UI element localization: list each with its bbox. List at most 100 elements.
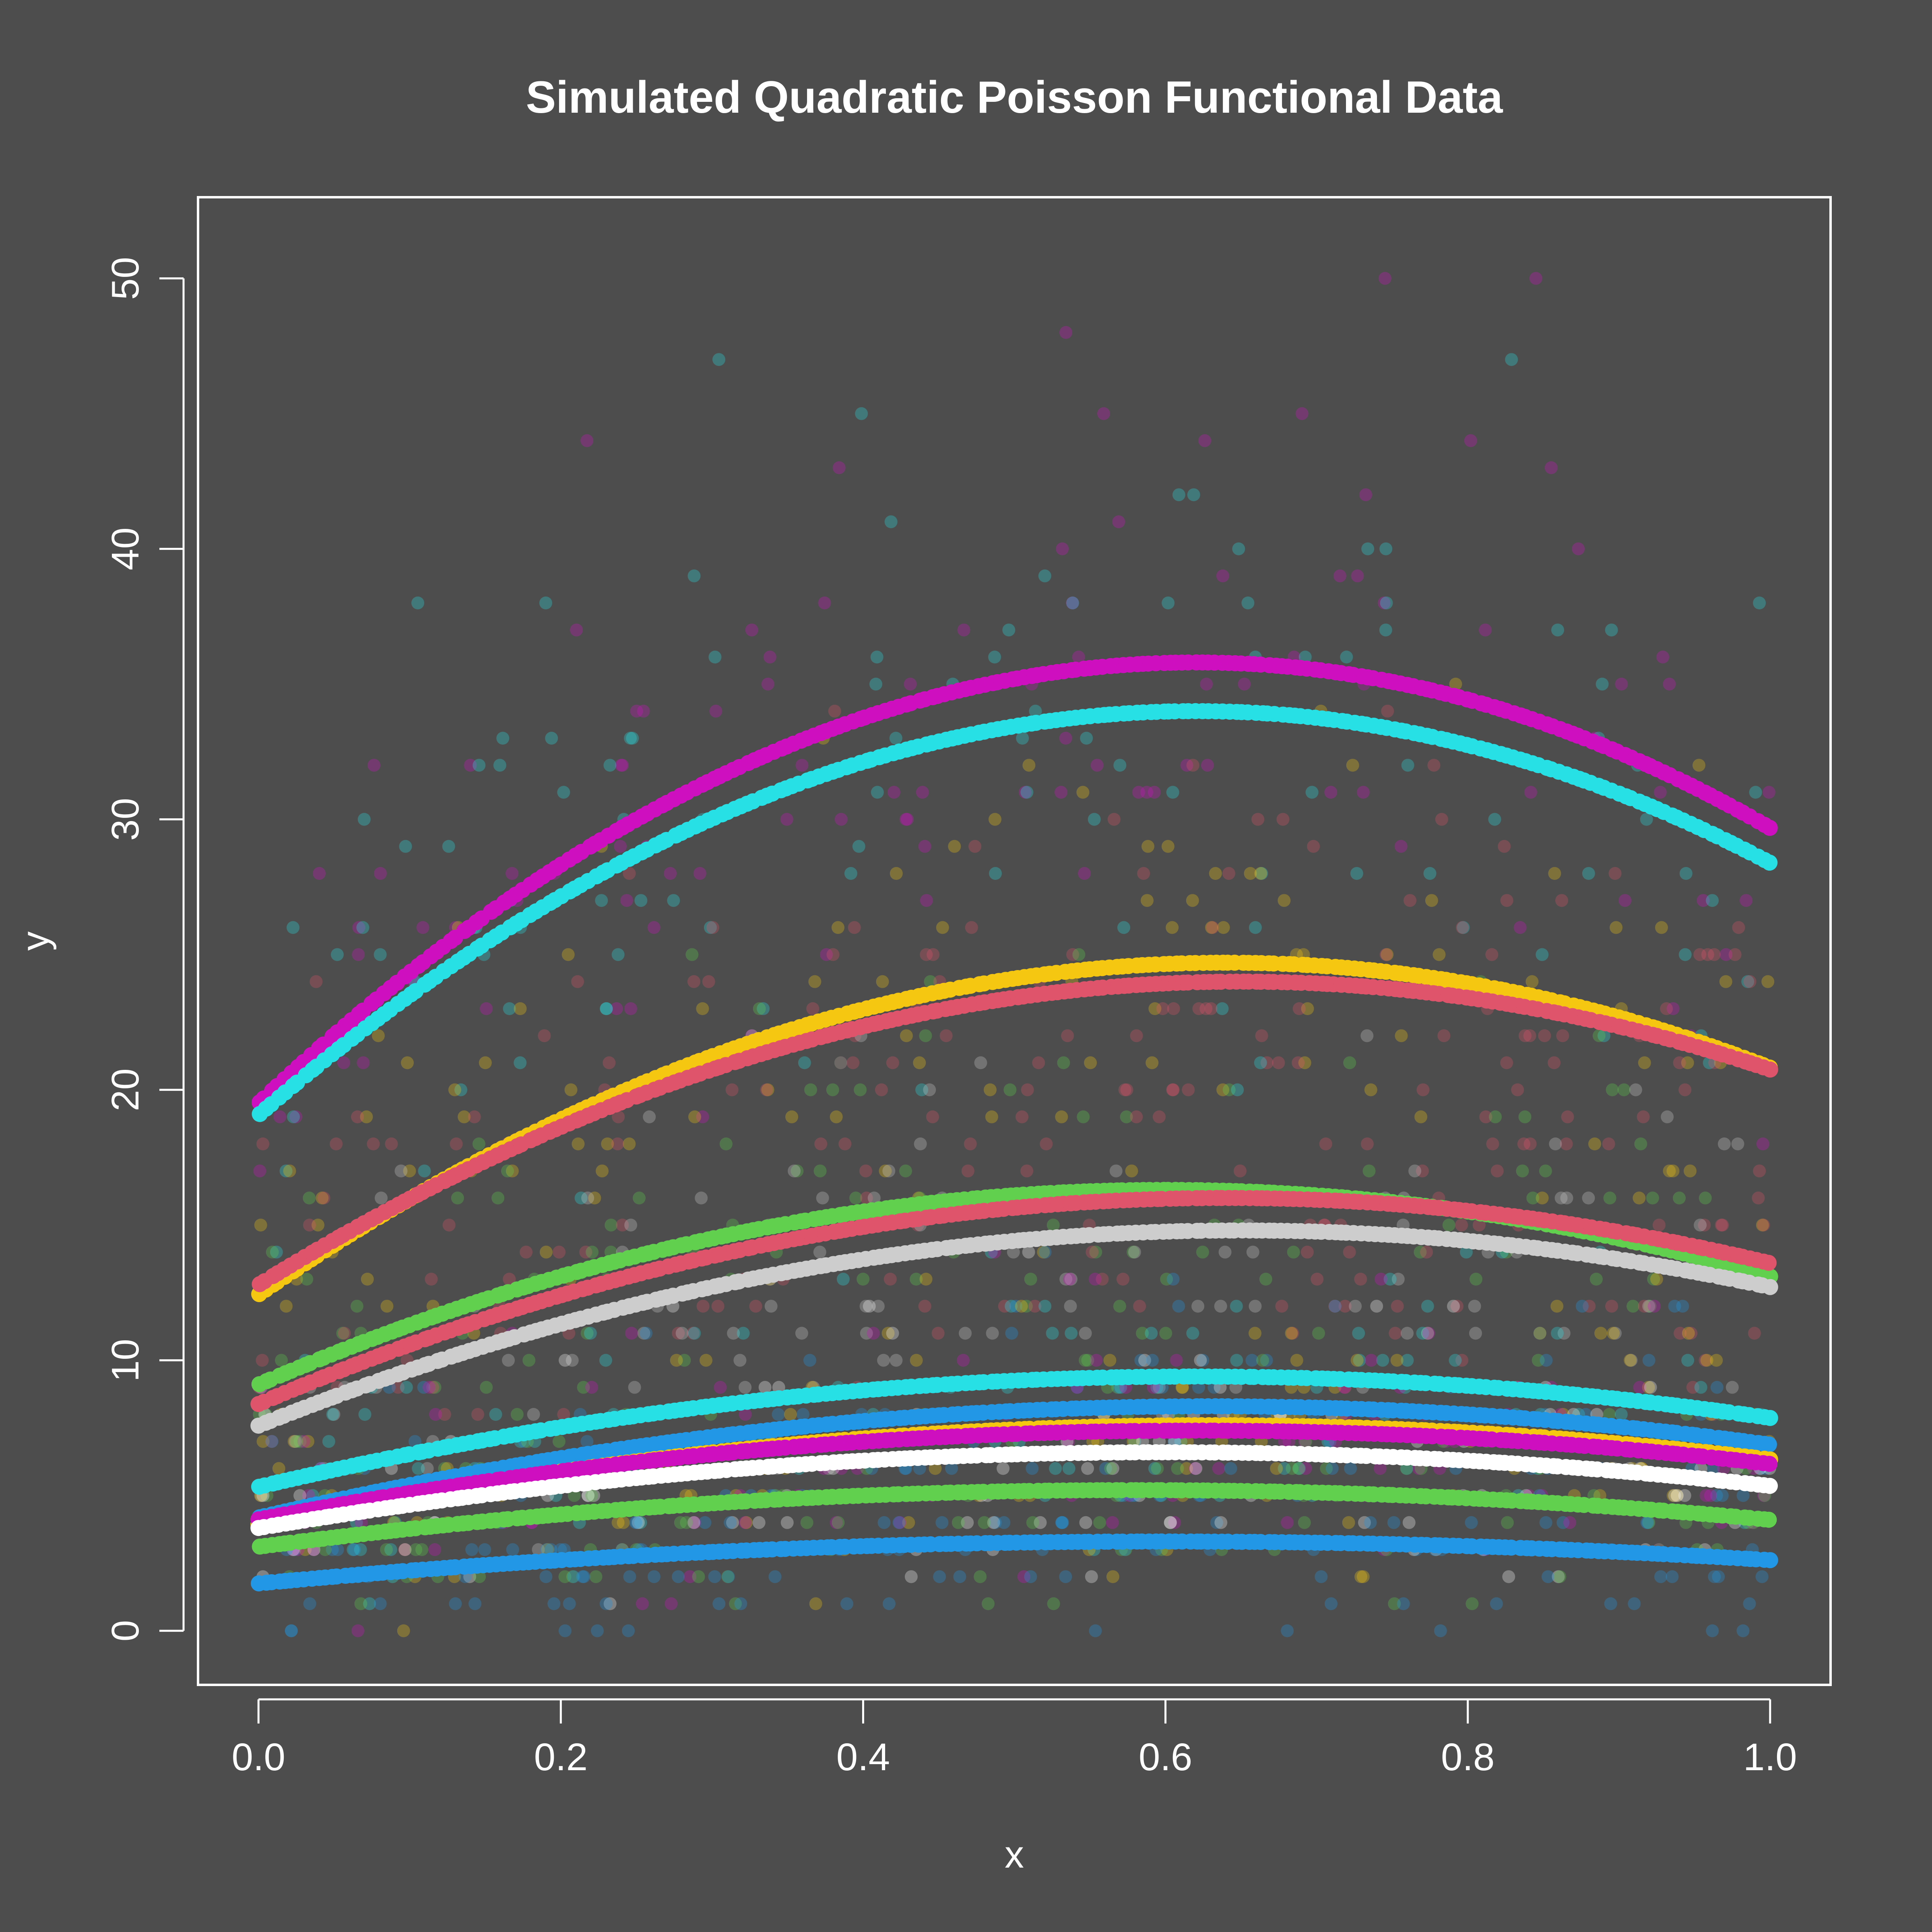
- observation-point: [1084, 1056, 1097, 1069]
- observation-point: [1350, 1354, 1364, 1367]
- observation-point: [600, 1002, 613, 1015]
- observation-point: [1364, 1083, 1377, 1096]
- observation-point: [610, 1002, 623, 1015]
- observation-point: [585, 1489, 598, 1502]
- observation-point: [522, 1354, 536, 1367]
- observation-point: [1089, 1245, 1102, 1259]
- observation-point: [553, 1245, 566, 1259]
- observation-point: [1249, 1300, 1262, 1313]
- observation-point: [293, 1435, 307, 1448]
- observation-point: [449, 1597, 462, 1610]
- observation-point: [1420, 1245, 1433, 1259]
- observation-point: [882, 1597, 896, 1610]
- observation-point: [670, 1354, 683, 1367]
- observation-point: [580, 434, 594, 447]
- observation-point: [1256, 1354, 1269, 1367]
- observation-point: [1187, 488, 1200, 502]
- x-tick-label: 0.8: [1441, 1736, 1494, 1779]
- observation-point: [1717, 1137, 1731, 1150]
- observation-point: [394, 1164, 408, 1178]
- observation-point: [882, 1164, 896, 1178]
- observation-point: [1422, 1327, 1435, 1340]
- observation-point: [1712, 1570, 1725, 1583]
- y-tick-label: 30: [104, 798, 147, 841]
- observation-point: [998, 1300, 1011, 1313]
- observation-point: [1281, 1516, 1294, 1529]
- observation-point: [706, 921, 719, 934]
- observation-point: [1146, 1354, 1159, 1367]
- observation-point: [303, 1191, 316, 1205]
- observation-point: [380, 1543, 393, 1556]
- curve-point: [1761, 855, 1778, 871]
- observation-point: [813, 1245, 826, 1259]
- observation-point: [338, 1327, 351, 1340]
- observation-point: [1133, 1300, 1146, 1313]
- observation-point: [1532, 1354, 1545, 1367]
- observation-point: [290, 1435, 303, 1448]
- observation-point: [1598, 1029, 1610, 1042]
- observation-point: [1049, 1462, 1062, 1475]
- observation-point: [1093, 1516, 1106, 1529]
- observation-point: [330, 1137, 343, 1150]
- observation-point: [1552, 1570, 1565, 1583]
- observation-point: [1663, 1164, 1676, 1178]
- observation-point: [914, 1137, 927, 1150]
- observation-point: [347, 1543, 360, 1556]
- observation-point: [1198, 434, 1212, 447]
- curve-point: [1762, 1478, 1778, 1494]
- observation-point: [763, 650, 776, 664]
- observation-point: [566, 1570, 579, 1583]
- observation-point: [1061, 1029, 1074, 1042]
- observation-point: [628, 1381, 641, 1394]
- observation-point: [451, 1191, 464, 1205]
- observation-point: [1338, 1300, 1352, 1313]
- observation-point: [599, 1597, 613, 1610]
- observation-point: [758, 1381, 772, 1394]
- observation-point: [1059, 1273, 1073, 1286]
- observation-point: [1646, 1191, 1659, 1205]
- observation-point: [574, 1191, 588, 1205]
- observation-point: [700, 1354, 712, 1367]
- observation-point: [289, 1435, 302, 1448]
- observation-point: [348, 1543, 361, 1556]
- observation-point: [913, 1056, 926, 1069]
- observation-point: [514, 1002, 527, 1015]
- observation-point: [623, 1570, 636, 1583]
- curve-point: [1762, 1061, 1778, 1078]
- observation-point: [904, 677, 917, 691]
- observation-point: [1186, 894, 1199, 907]
- observation-point: [974, 1570, 987, 1583]
- observation-point: [886, 1056, 899, 1069]
- observation-point: [1401, 759, 1414, 772]
- observation-point: [1047, 1597, 1060, 1610]
- observation-point: [986, 1327, 999, 1340]
- observation-point: [1106, 1516, 1119, 1529]
- observation-point: [826, 1083, 839, 1096]
- observation-point: [1230, 1300, 1243, 1313]
- observation-point: [1704, 1489, 1717, 1502]
- observation-point: [1172, 488, 1185, 502]
- observation-point: [1216, 1083, 1230, 1096]
- observation-point: [1395, 1029, 1408, 1042]
- observation-point: [1421, 1327, 1434, 1340]
- observation-point: [1040, 1137, 1053, 1150]
- observation-point: [1204, 1002, 1218, 1015]
- observation-point: [1701, 948, 1714, 961]
- observation-point: [415, 1543, 429, 1556]
- observation-point: [1026, 1462, 1039, 1475]
- observation-point: [899, 813, 912, 826]
- observation-point: [372, 1029, 385, 1042]
- observation-point: [1002, 623, 1016, 637]
- observation-point: [729, 1597, 742, 1610]
- observation-point: [596, 1164, 609, 1178]
- observation-point: [442, 840, 455, 853]
- observation-point: [384, 1543, 397, 1556]
- observation-point: [557, 1408, 570, 1421]
- observation-point: [1020, 1300, 1033, 1313]
- observation-point: [890, 1354, 903, 1367]
- observation-point: [1046, 1218, 1060, 1232]
- observation-point: [312, 1218, 324, 1232]
- observation-point: [1518, 1110, 1532, 1123]
- observation-point: [287, 1435, 301, 1448]
- observation-point: [1088, 813, 1101, 826]
